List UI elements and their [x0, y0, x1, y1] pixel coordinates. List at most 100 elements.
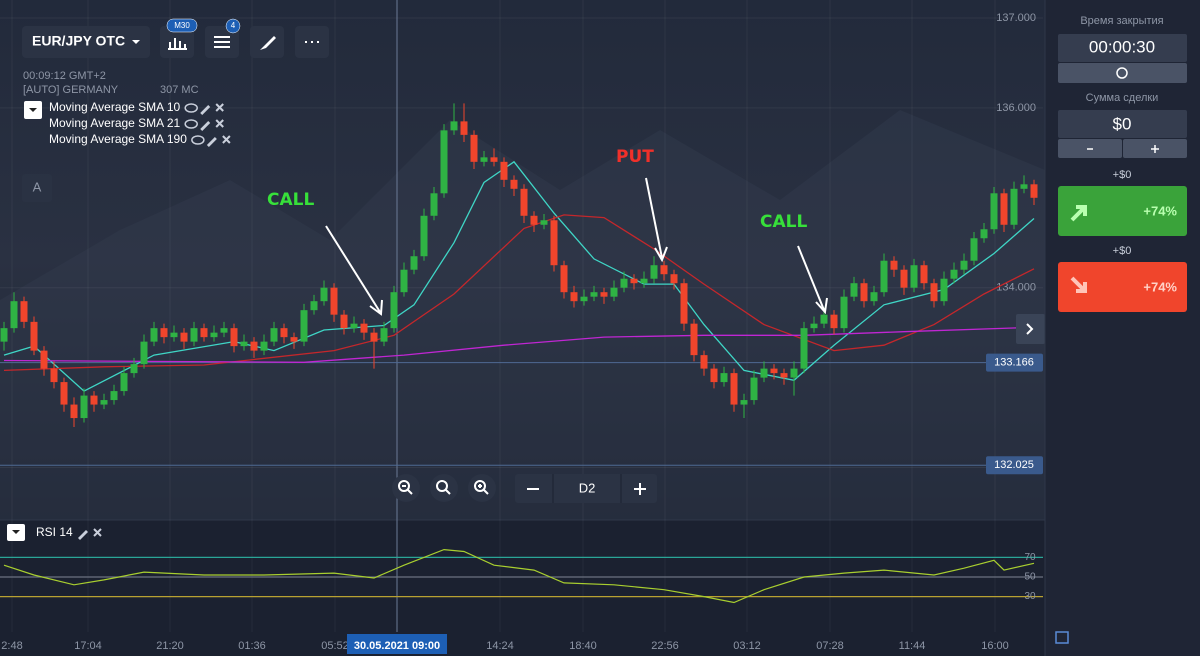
- remove-icon[interactable]: [215, 103, 224, 112]
- pair: EUR/JPY OTC: [32, 33, 125, 49]
- put-profit: +$0: [1113, 245, 1132, 257]
- zoom-in[interactable]: [468, 474, 496, 502]
- brush-icon: [260, 36, 276, 50]
- candle-body: [950, 269, 958, 279]
- candle-body: [740, 400, 748, 405]
- eye-icon[interactable]: [184, 119, 198, 129]
- ping: 307 MC: [160, 84, 199, 96]
- remove-icon[interactable]: [215, 119, 224, 128]
- annotation: CALL: [267, 190, 314, 210]
- candle-body: [600, 292, 608, 297]
- candle-body: [420, 215, 428, 257]
- rsi-panel: [0, 520, 1045, 632]
- candle-body: [980, 229, 988, 239]
- candle-body: [960, 260, 968, 270]
- candle-body: [440, 130, 448, 194]
- candle-body: [870, 292, 878, 302]
- time-axis: [0, 632, 1045, 656]
- candle-body: [700, 355, 708, 369]
- amount-field[interactable]: [1058, 110, 1187, 138]
- remove-icon[interactable]: [93, 528, 102, 537]
- candle-body: [30, 321, 38, 351]
- candle-body: [10, 301, 18, 329]
- edit-icon[interactable]: [206, 137, 217, 147]
- rsi-label: RSI 14: [36, 525, 73, 539]
- candle-body: [220, 328, 228, 333]
- call-arrow: [1070, 205, 1087, 222]
- y-tick-label: 30: [1024, 591, 1036, 602]
- candle-body: [750, 377, 758, 401]
- close-time-field[interactable]: [1058, 34, 1187, 62]
- put-button[interactable]: [1058, 262, 1187, 312]
- candle-body: [170, 332, 178, 338]
- legend-entry: Moving Average SMA 190: [49, 132, 187, 146]
- edit-icon[interactable]: [200, 121, 211, 131]
- zoom-reset[interactable]: [430, 474, 458, 502]
- candle-body: [850, 283, 858, 297]
- candle-body: [40, 350, 48, 369]
- call-button[interactable]: [1058, 186, 1187, 236]
- pair-button[interactable]: [22, 26, 150, 58]
- period-plus[interactable]: [634, 483, 646, 495]
- candle-body: [160, 328, 168, 338]
- candle-body: [50, 368, 58, 383]
- indicator-count: 4: [231, 21, 236, 30]
- candle-body: [200, 328, 208, 338]
- x-tick-label: 03:12: [733, 640, 761, 652]
- chevron: [1026, 323, 1034, 335]
- candle-body: [540, 220, 548, 225]
- edit-icon[interactable]: [200, 105, 211, 115]
- candle-body: [910, 265, 918, 288]
- candle-body: [190, 328, 198, 342]
- candle-body: [760, 368, 768, 378]
- panel-toggle[interactable]: [1055, 631, 1069, 644]
- crosshair-label-bg: [347, 634, 447, 654]
- price-label: 133.166: [994, 357, 1034, 369]
- chart-background: [0, 0, 1045, 520]
- timeframe-icon: [168, 38, 187, 50]
- arrow: [325, 225, 383, 316]
- candle-body: [0, 328, 8, 342]
- put-arrow: [1070, 276, 1087, 293]
- call-profit: +$0: [1113, 169, 1132, 181]
- candle-body: [570, 292, 578, 302]
- timeframe-badge: [166, 18, 198, 33]
- candle-body: [480, 157, 488, 162]
- candle-body: [390, 292, 398, 329]
- time-mode[interactable]: [1058, 63, 1187, 83]
- zoom-out[interactable]: [392, 474, 420, 502]
- candle-body: [430, 193, 438, 216]
- candle-body: [330, 287, 338, 315]
- drawing-button[interactable]: [250, 26, 284, 58]
- scroll-right[interactable]: [1016, 314, 1045, 344]
- remove-icon[interactable]: [222, 135, 231, 144]
- candle-body: [460, 121, 468, 135]
- candle-body: [350, 323, 358, 329]
- zoom-icon: [445, 489, 451, 495]
- candle-body: [470, 134, 478, 162]
- price-label-bg: [986, 353, 1043, 372]
- candle-body: [180, 332, 188, 342]
- toggle-icon: [29, 108, 37, 112]
- candle-body: [810, 323, 818, 329]
- candle-body: [450, 121, 458, 131]
- candle-body: [60, 382, 68, 405]
- edit-icon[interactable]: [78, 530, 88, 540]
- candle-body: [360, 323, 368, 333]
- candle-body: [1000, 193, 1008, 225]
- candle-body: [900, 269, 908, 288]
- legend-entry: Moving Average SMA 21: [49, 116, 181, 130]
- price-label-bg: [986, 456, 1043, 475]
- candle-body: [260, 341, 268, 351]
- candle-body: [880, 260, 888, 293]
- candle-body: [100, 400, 108, 405]
- eye-icon[interactable]: [184, 103, 198, 113]
- candle-body: [690, 323, 698, 356]
- zoom-icon: [436, 480, 448, 492]
- candle-body: [520, 188, 528, 216]
- candle-body: [370, 332, 378, 342]
- eye-icon[interactable]: [191, 135, 205, 145]
- drawing-tool-button[interactable]: [22, 174, 52, 202]
- candle-body: [140, 341, 148, 365]
- series-line: [3, 214, 1035, 372]
